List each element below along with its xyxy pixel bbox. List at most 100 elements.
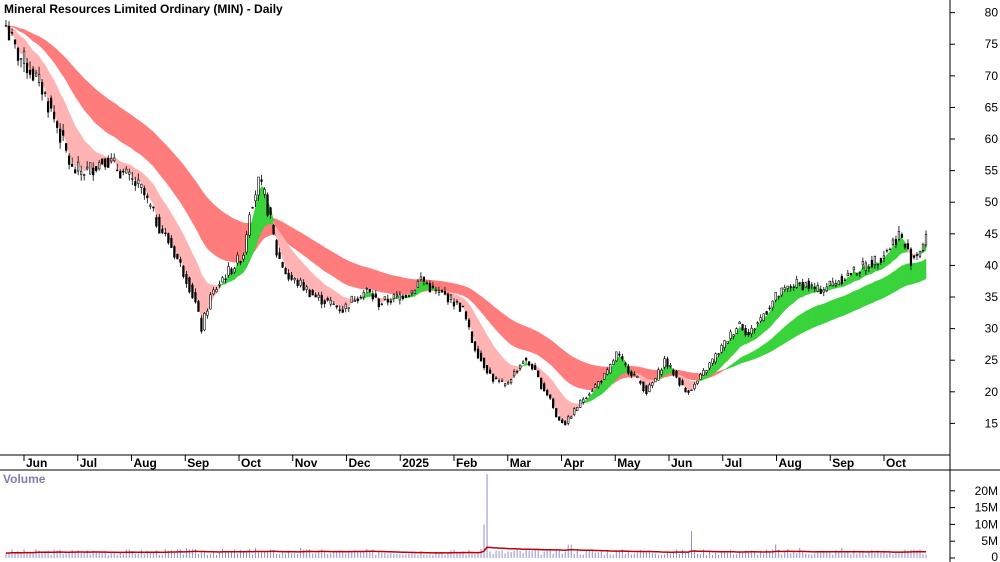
- candle-body: [74, 169, 77, 174]
- long-term-ribbon-segment: [17, 27, 22, 33]
- long-term-ribbon-segment: [778, 329, 782, 348]
- candle-body: [314, 294, 317, 298]
- candle-body: [161, 228, 164, 234]
- candle-body: [609, 364, 612, 374]
- candle-body: [570, 416, 573, 419]
- short-term-ribbon-segment: [766, 311, 770, 331]
- candle-body: [735, 328, 738, 334]
- month-label: Sep: [187, 456, 209, 470]
- long-term-ribbon-segment: [567, 353, 572, 385]
- long-term-ribbon-segment: [113, 102, 118, 140]
- candle-body: [407, 295, 410, 297]
- long-term-ribbon-segment: [104, 96, 109, 134]
- candle-body: [732, 334, 735, 337]
- candle-body: [25, 62, 29, 74]
- short-term-ribbon-segment: [153, 183, 157, 215]
- candle-body: [819, 289, 822, 294]
- candle-body: [13, 39, 17, 45]
- long-term-ribbon-segment: [444, 281, 449, 293]
- candle-body: [789, 286, 792, 288]
- candle-body: [774, 291, 777, 301]
- long-term-ribbon-segment: [399, 276, 404, 295]
- candle-body: [816, 284, 819, 292]
- long-term-ribbon-segment: [50, 44, 55, 64]
- short-term-ribbon-segment: [844, 276, 849, 287]
- short-term-ribbon-segment: [853, 271, 858, 282]
- candle-body: [248, 214, 251, 236]
- long-term-ribbon-segment: [128, 113, 133, 150]
- price-tick-label: 50: [985, 195, 999, 209]
- candle-body: [470, 331, 474, 343]
- price-candles: [4, 19, 928, 426]
- long-term-ribbon-segment: [186, 168, 190, 219]
- long-term-ribbon-segment: [137, 119, 142, 156]
- candle-body: [122, 170, 125, 173]
- price-tick-label: 75: [985, 37, 999, 51]
- long-term-ribbon-segment: [742, 354, 746, 363]
- long-term-ribbon-segment: [387, 273, 392, 294]
- long-term-ribbon-segment: [856, 288, 861, 310]
- long-term-ribbon-segment: [204, 193, 208, 250]
- candle-body: [317, 294, 320, 298]
- candle-body: [738, 321, 741, 325]
- candle-body: [422, 276, 426, 282]
- candle-body: [49, 97, 53, 109]
- candle-body: [197, 301, 200, 312]
- candle-body: [254, 194, 257, 202]
- long-term-ribbon-segment: [718, 370, 722, 374]
- candle-body: [398, 294, 401, 301]
- candle-body: [515, 370, 519, 373]
- long-term-ribbon-segment: [159, 137, 163, 179]
- candle-body: [287, 272, 290, 280]
- candle-body: [783, 287, 786, 290]
- long-term-ribbon-segment: [859, 286, 864, 309]
- long-term-ribbon-segment: [216, 206, 220, 259]
- candle-body: [858, 272, 861, 274]
- short-term-ribbon-segment: [297, 256, 301, 282]
- candle-body: [540, 377, 543, 390]
- long-term-ribbon-segment: [309, 237, 313, 263]
- candle-body: [329, 299, 332, 305]
- candle-body: [101, 158, 104, 165]
- long-term-ribbon-segment: [495, 307, 500, 334]
- long-term-ribbon-segment: [71, 64, 76, 98]
- candle-body: [371, 293, 374, 300]
- short-term-ribbon-segment: [453, 293, 458, 302]
- long-term-ribbon-segment: [23, 29, 28, 37]
- candle-body: [431, 285, 435, 288]
- long-term-ribbon-segment: [558, 346, 563, 378]
- candle-body: [654, 378, 657, 383]
- candle-body: [552, 398, 555, 408]
- month-label: Apr: [564, 456, 585, 470]
- candle-body: [876, 264, 880, 266]
- candle-body: [218, 283, 221, 286]
- short-term-ribbon-segment: [294, 252, 298, 283]
- long-term-ribbon-segment: [294, 228, 298, 252]
- long-term-ribbon-segment: [883, 275, 888, 298]
- long-term-ribbon-segment: [814, 305, 819, 328]
- candle-body: [86, 166, 89, 170]
- long-term-ribbon-segment: [38, 36, 43, 49]
- long-term-ribbon-segment: [694, 372, 698, 381]
- candle-body: [717, 353, 720, 355]
- long-term-ribbon-segment: [790, 319, 795, 340]
- candle-body: [446, 293, 450, 303]
- long-term-ribbon-segment: [895, 267, 900, 292]
- short-term-ribbon-segment: [162, 198, 166, 232]
- long-term-ribbon-segment: [354, 263, 359, 289]
- candle-body: [155, 217, 158, 227]
- long-term-ribbon-segment: [537, 331, 542, 358]
- candle-body: [464, 311, 468, 320]
- month-label: Dec: [349, 456, 371, 470]
- candle-body: [236, 254, 239, 264]
- month-label: Jun: [26, 456, 47, 470]
- candle-body: [633, 373, 636, 376]
- long-term-ribbon-segment: [715, 370, 719, 376]
- volume-average-line: [6, 546, 927, 554]
- short-term-ribbon-segment: [811, 285, 816, 294]
- candle-body: [7, 25, 11, 41]
- candle-body: [597, 381, 600, 388]
- long-term-ribbon-segment: [646, 368, 650, 380]
- long-term-ribbon-segment: [35, 34, 40, 46]
- candle-body: [864, 262, 867, 271]
